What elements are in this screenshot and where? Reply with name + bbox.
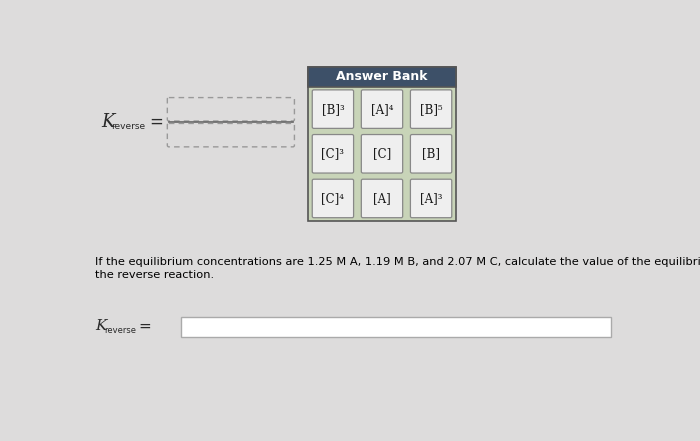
Text: K: K: [102, 113, 115, 131]
FancyBboxPatch shape: [312, 179, 354, 218]
Text: Answer Bank: Answer Bank: [336, 70, 428, 83]
Text: [A]³: [A]³: [420, 192, 442, 205]
Bar: [309, 67, 456, 221]
Text: [B]⁵: [B]⁵: [420, 103, 442, 116]
FancyBboxPatch shape: [410, 135, 452, 173]
FancyBboxPatch shape: [361, 179, 402, 218]
Text: [B]: [B]: [422, 147, 440, 160]
FancyBboxPatch shape: [410, 90, 452, 128]
Text: the reverse reaction.: the reverse reaction.: [95, 270, 214, 280]
Bar: [309, 67, 456, 87]
Text: =: =: [139, 319, 151, 334]
Text: [A]: [A]: [373, 192, 391, 205]
FancyBboxPatch shape: [361, 135, 402, 173]
Text: =: =: [150, 113, 163, 131]
FancyBboxPatch shape: [410, 179, 452, 218]
Text: [C]: [C]: [373, 147, 391, 160]
Text: If the equilibrium concentrations are 1.25 M A, 1.19 M B, and 2.07 M C, calculat: If the equilibrium concentrations are 1.…: [95, 257, 700, 267]
FancyBboxPatch shape: [312, 135, 354, 173]
FancyBboxPatch shape: [312, 90, 354, 128]
FancyBboxPatch shape: [361, 90, 402, 128]
Bar: [181, 317, 610, 337]
Text: [A]⁴: [A]⁴: [371, 103, 393, 116]
Text: [B]³: [B]³: [321, 103, 344, 116]
Text: [C]⁴: [C]⁴: [321, 192, 344, 205]
Text: K: K: [95, 319, 106, 333]
Text: [C]³: [C]³: [321, 147, 344, 160]
Text: reverse: reverse: [111, 122, 145, 131]
Text: reverse: reverse: [104, 325, 136, 335]
